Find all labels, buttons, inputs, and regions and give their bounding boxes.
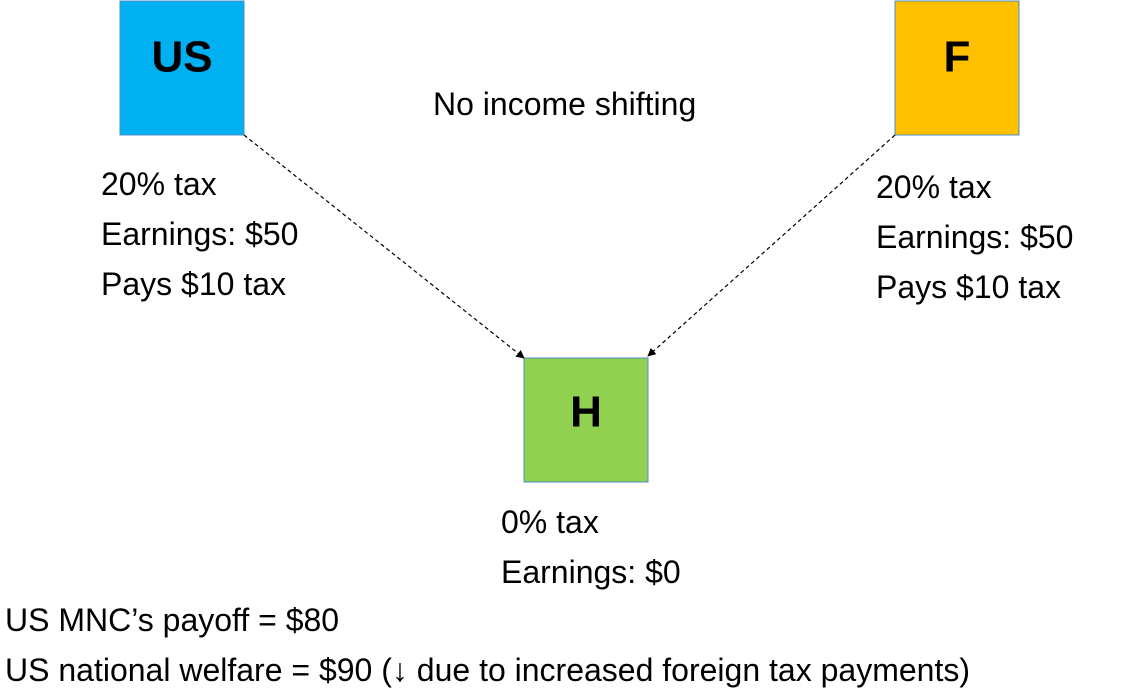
node-text: Earnings: $0 <box>501 554 681 590</box>
node-text: Earnings: $50 <box>101 216 298 252</box>
node-label: F <box>944 33 971 82</box>
us-box <box>119 0 245 136</box>
node-text: Pays $10 tax <box>101 266 286 302</box>
node-text: 20% tax <box>101 166 217 202</box>
node-text: Earnings: $50 <box>876 219 1073 255</box>
node-text: Pays $10 tax <box>876 269 1061 305</box>
node-text: 20% tax <box>876 169 992 205</box>
h-box <box>523 357 649 483</box>
node-label: H <box>570 388 602 437</box>
arrow <box>243 134 525 359</box>
node-label: US <box>151 33 212 82</box>
title: No income shifting <box>433 86 696 122</box>
footer-line: US MNC’s payoff = $80 <box>5 602 339 638</box>
node-text: 0% tax <box>501 504 599 540</box>
footer-line: US national welfare = $90 (↓ due to incr… <box>5 652 970 688</box>
arrow <box>647 134 896 357</box>
f-box <box>894 0 1020 136</box>
